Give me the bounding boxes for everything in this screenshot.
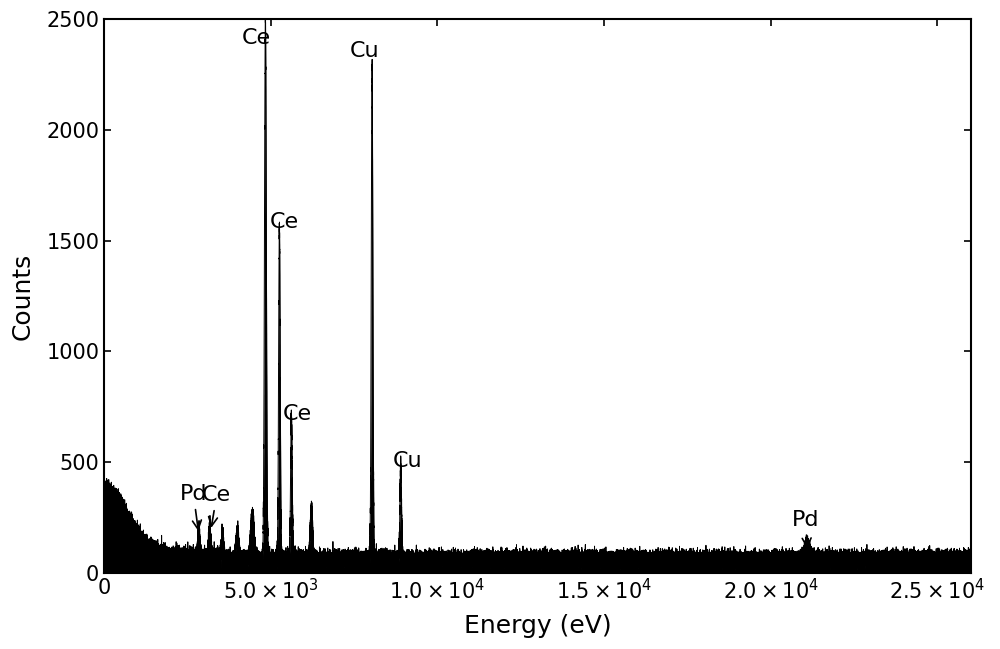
Text: Ce: Ce bbox=[283, 404, 312, 424]
Text: Ce: Ce bbox=[270, 212, 299, 232]
Text: Pd: Pd bbox=[180, 484, 207, 530]
Text: Ce: Ce bbox=[242, 28, 271, 48]
X-axis label: Energy (eV): Energy (eV) bbox=[464, 614, 611, 638]
Text: Ce: Ce bbox=[202, 485, 231, 526]
Text: Cu: Cu bbox=[350, 41, 380, 61]
Y-axis label: Counts: Counts bbox=[11, 252, 35, 339]
Text: Cu: Cu bbox=[393, 451, 422, 471]
Text: Pd: Pd bbox=[792, 509, 819, 547]
